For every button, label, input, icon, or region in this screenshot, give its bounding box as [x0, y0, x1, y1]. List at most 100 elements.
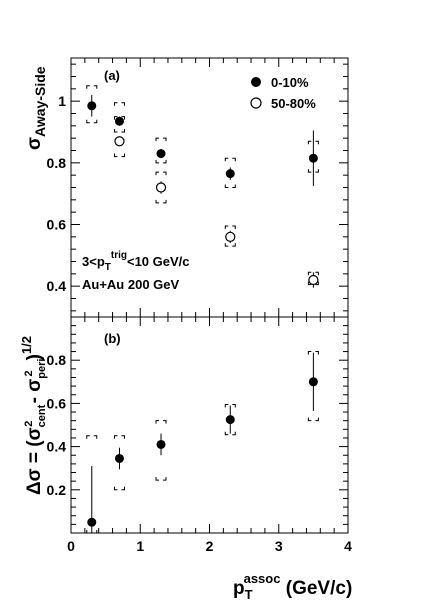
panel-a: 0.4 0.6 0.8 1 (a) σAway-Side 0-10% 50-80% 3…	[24, 57, 349, 318]
sys-bracket-b-s0-p0	[86, 530, 90, 534]
legend-label-50-80: 50-80%	[271, 96, 316, 111]
annotation-collision-system: Au+Au 200 GeV	[82, 277, 180, 292]
data-point-a-s0-p3	[225, 169, 235, 179]
sys-bracket-b-s0-p4	[315, 417, 319, 422]
sys-bracket-b-s0-p0	[93, 435, 98, 439]
sys-bracket-a-s0-p4	[307, 169, 312, 173]
legend-label-0-10: 0-10%	[271, 75, 309, 90]
sys-bracket-a-s0-p4	[315, 169, 319, 173]
sys-bracket-a-s1-p1	[163, 171, 167, 176]
sys-bracket-a-s1-p1	[163, 199, 167, 204]
sys-bracket-a-s1-p3	[315, 281, 319, 286]
sys-bracket-b-s0-p4	[307, 351, 312, 355]
sys-bracket-a-s0-p0	[93, 85, 98, 89]
sys-bracket-b-s0-p3	[224, 431, 229, 436]
sys-bracket-b-s0-p3	[232, 431, 236, 436]
sys-bracket-a-s0-p2	[155, 159, 160, 164]
sys-bracket-a-s1-p2	[224, 225, 229, 230]
y-tick-label-a: 0.8	[47, 155, 67, 171]
sys-bracket-a-s1-p1	[155, 199, 160, 204]
sys-bracket-b-s0-p1	[121, 435, 125, 439]
x-tick-labels: 0 1 2 3 4	[67, 538, 352, 554]
sys-bracket-b-s0-p1	[121, 486, 125, 491]
sys-bracket-a-s1-p2	[232, 243, 236, 247]
legend-marker-50-80	[250, 97, 262, 109]
panel-a-y-tick-labels: 0.4 0.6 0.8 1	[47, 93, 67, 294]
sys-bracket-a-s0-p1	[121, 116, 125, 120]
y-tick-label-b: 0.4	[47, 439, 67, 455]
sys-bracket-b-s0-p2	[155, 477, 160, 481]
sys-bracket-b-s0-p0	[86, 435, 90, 439]
data-point-a-s1-p0	[114, 136, 125, 147]
sys-bracket-b-s0-p1	[113, 435, 118, 439]
panel-a-y-axis-label: σAway-Side	[24, 66, 48, 150]
sys-bracket-a-s1-p0	[121, 102, 125, 106]
x-tick-label: 0	[67, 538, 75, 554]
panel-b-marks	[86, 351, 319, 534]
sys-bracket-a-s0-p4	[315, 140, 319, 145]
sys-bracket-a-s0-p2	[163, 137, 167, 142]
panel-b-label: (b)	[104, 331, 121, 346]
x-tick-label: 2	[206, 538, 214, 554]
y-tick-label-a: 0.6	[47, 217, 67, 233]
sys-bracket-a-s0-p2	[155, 137, 160, 142]
panel-b-y-axis-label: Δσ = (σcent2 - σperi2)1/2	[19, 336, 48, 495]
sys-bracket-a-s0-p4	[307, 140, 312, 145]
legend-marker-0-10	[251, 77, 261, 87]
sys-bracket-a-s1-p3	[315, 271, 319, 276]
y-tick-label-b: 0.2	[47, 482, 67, 498]
x-tick-label: 4	[344, 538, 352, 554]
data-point-b-s0-p2	[156, 439, 166, 449]
panel-b-ticks	[70, 316, 349, 534]
panel-a-ticks	[70, 58, 349, 317]
sys-bracket-b-s0-p3	[224, 403, 229, 408]
data-point-b-s0-p0	[87, 517, 97, 527]
sys-bracket-b-s0-p4	[315, 351, 319, 355]
panel-a-label: (a)	[104, 68, 120, 83]
x-tick-label: 3	[275, 538, 283, 554]
data-point-a-s0-p0	[87, 101, 97, 111]
sys-bracket-a-s0-p0	[86, 119, 90, 124]
sys-bracket-a-s0-p3	[232, 184, 236, 188]
panel-b: 0.2 0.4 0.6 0.8 0 1 2 3 4 (b) Δσ = (σcent2 - σp…	[19, 316, 352, 600]
y-tick-label-b: 0.6	[47, 395, 67, 411]
data-point-b-s0-p4	[308, 377, 318, 387]
sys-bracket-a-s0-p0	[93, 119, 98, 124]
data-point-a-s0-p1	[114, 116, 124, 126]
data-point-a-s1-p1	[155, 182, 167, 193]
data-point-a-s1-p2	[225, 231, 236, 242]
sys-bracket-a-s1-p0	[113, 102, 118, 106]
data-point-a-s1-p3	[308, 274, 319, 286]
sys-bracket-a-s1-p0	[121, 153, 125, 158]
annotation-trigger-range: 3<pTtrig<10 GeV/c	[82, 250, 190, 273]
y-tick-label-a: 1	[58, 93, 66, 109]
sys-bracket-b-s0-p1	[113, 486, 118, 491]
sys-bracket-a-s0-p3	[224, 157, 229, 162]
sys-bracket-a-s0-p1	[113, 116, 118, 120]
sys-bracket-a-s1-p0	[113, 153, 118, 158]
x-axis-label: pTassoc (GeV/c)	[233, 571, 352, 600]
sys-bracket-a-s0-p3	[224, 184, 229, 188]
sys-bracket-a-s0-p3	[232, 157, 236, 162]
sys-bracket-a-s1-p3	[307, 281, 312, 286]
data-point-b-s0-p3	[225, 415, 235, 425]
data-point-b-s0-p1	[114, 453, 124, 463]
x-tick-label: 1	[136, 538, 144, 554]
panel-a-marks	[86, 85, 319, 288]
sys-bracket-a-s0-p2	[163, 159, 167, 164]
data-point-a-s0-p4	[308, 153, 318, 163]
sys-bracket-b-s0-p0	[93, 530, 98, 534]
sys-bracket-a-s1-p2	[232, 225, 236, 230]
panel-b-frame	[70, 316, 349, 534]
sys-bracket-a-s1-p3	[307, 271, 312, 276]
data-point-a-s0-p2	[156, 149, 166, 159]
sys-bracket-a-s1-p2	[224, 243, 229, 247]
sys-bracket-b-s0-p2	[163, 420, 167, 424]
sys-bracket-a-s0-p0	[86, 85, 90, 89]
sys-bracket-a-s1-p1	[155, 171, 160, 176]
sys-bracket-b-s0-p4	[307, 417, 312, 422]
y-tick-label-b: 0.8	[47, 352, 67, 368]
panel-b-y-tick-labels: 0.2 0.4 0.6 0.8	[47, 352, 67, 498]
sys-bracket-a-s0-p1	[121, 129, 125, 133]
